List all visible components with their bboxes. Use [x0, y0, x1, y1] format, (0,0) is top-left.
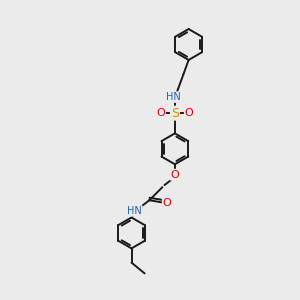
Text: O: O — [163, 198, 172, 208]
Text: O: O — [185, 108, 194, 118]
Text: O: O — [170, 170, 179, 180]
Text: O: O — [156, 108, 165, 118]
Text: S: S — [171, 107, 179, 120]
Text: HN: HN — [127, 206, 142, 216]
Text: HN: HN — [166, 92, 181, 102]
